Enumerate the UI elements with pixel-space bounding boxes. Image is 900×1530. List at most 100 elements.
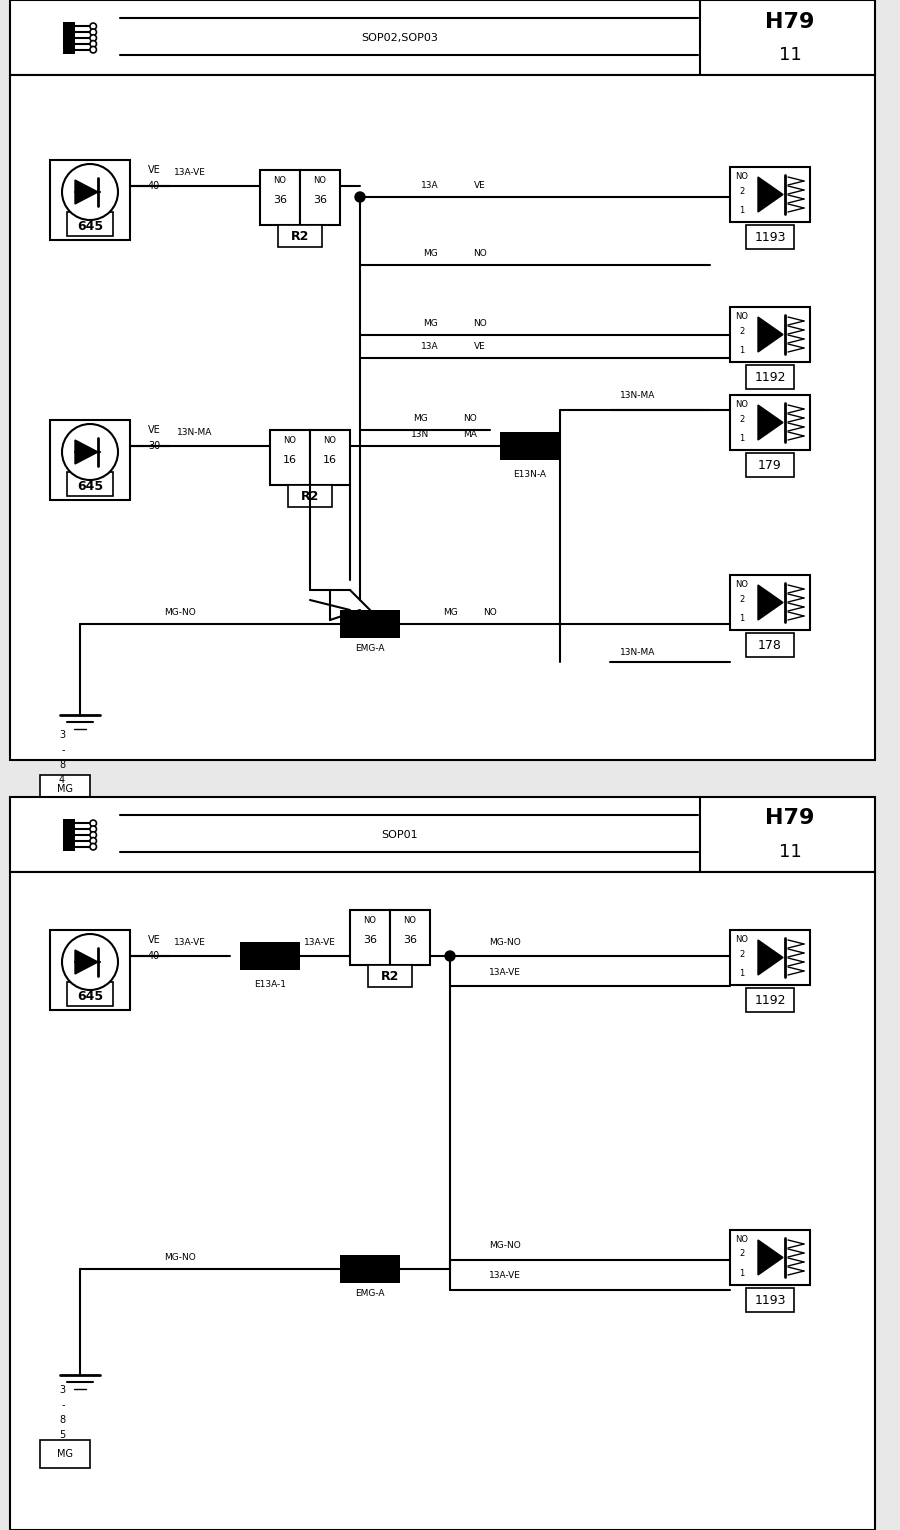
Text: 13N-MA: 13N-MA — [620, 390, 655, 399]
Bar — [340, 1255, 400, 1284]
Text: R2: R2 — [291, 230, 310, 242]
Text: 40: 40 — [148, 952, 160, 961]
Text: VE: VE — [474, 341, 486, 350]
Text: MG: MG — [412, 413, 427, 422]
Text: 1193: 1193 — [754, 231, 786, 243]
Polygon shape — [75, 950, 98, 975]
Bar — [10, 797, 875, 872]
Bar — [288, 485, 332, 506]
Text: E13A-1: E13A-1 — [254, 979, 286, 988]
Text: MA: MA — [464, 430, 477, 439]
Text: 13A-VE: 13A-VE — [174, 938, 206, 947]
Circle shape — [90, 832, 96, 838]
Circle shape — [62, 164, 118, 220]
Bar — [260, 170, 300, 225]
Text: 11: 11 — [778, 46, 801, 64]
Circle shape — [90, 29, 96, 35]
Polygon shape — [758, 584, 783, 620]
Text: MG: MG — [443, 607, 457, 617]
Text: 2: 2 — [740, 595, 744, 603]
Text: VE: VE — [474, 181, 486, 190]
Text: 1193: 1193 — [754, 1293, 786, 1307]
Text: 11: 11 — [778, 843, 801, 861]
Text: 179: 179 — [758, 459, 782, 471]
Bar — [63, 21, 75, 54]
Text: MG: MG — [423, 248, 437, 257]
Text: NO: NO — [735, 580, 749, 589]
Text: 2: 2 — [740, 187, 744, 196]
Text: MG: MG — [57, 1449, 73, 1460]
Bar — [730, 395, 810, 450]
Bar — [300, 170, 340, 225]
Text: H79: H79 — [765, 808, 814, 828]
Text: EMG-A: EMG-A — [356, 644, 385, 652]
Bar — [746, 225, 794, 249]
Text: 2: 2 — [740, 1250, 744, 1259]
Text: 4: 4 — [58, 776, 65, 785]
Circle shape — [62, 933, 118, 990]
Text: 178: 178 — [758, 638, 782, 652]
Circle shape — [90, 46, 96, 54]
Text: MG-NO: MG-NO — [164, 607, 196, 617]
Text: NO: NO — [735, 399, 749, 409]
Polygon shape — [758, 1239, 783, 1274]
Text: 36: 36 — [403, 935, 417, 946]
Text: NO: NO — [403, 915, 417, 924]
Text: -: - — [61, 745, 65, 754]
Text: VE: VE — [148, 165, 161, 174]
Polygon shape — [758, 405, 783, 441]
Text: 3: 3 — [58, 730, 65, 741]
Bar — [746, 633, 794, 656]
Circle shape — [445, 952, 455, 961]
Bar — [500, 431, 560, 461]
Text: NO: NO — [473, 248, 487, 257]
Text: NO: NO — [313, 176, 327, 185]
Bar — [10, 75, 875, 760]
Text: 1: 1 — [740, 614, 744, 623]
Text: 1192: 1192 — [754, 370, 786, 384]
Text: -: - — [61, 1400, 65, 1411]
Bar — [40, 1440, 90, 1467]
Bar — [50, 930, 130, 1010]
Circle shape — [355, 191, 365, 202]
Text: NO: NO — [735, 935, 749, 944]
Text: NO: NO — [274, 176, 286, 185]
Bar — [240, 942, 300, 970]
Text: 13A: 13A — [421, 341, 439, 350]
Text: 1: 1 — [740, 1268, 744, 1278]
Text: 36: 36 — [273, 194, 287, 205]
Bar — [270, 430, 310, 485]
Text: 1: 1 — [740, 433, 744, 442]
Text: VE: VE — [148, 935, 161, 946]
Bar — [730, 575, 810, 630]
Bar — [67, 471, 113, 496]
Bar — [350, 910, 390, 965]
Bar — [40, 776, 90, 803]
Text: 5: 5 — [58, 1431, 65, 1440]
Bar — [50, 161, 130, 240]
Text: 40: 40 — [148, 181, 160, 191]
Text: 13A-VE: 13A-VE — [489, 967, 521, 976]
Text: 2: 2 — [740, 415, 744, 424]
Text: 36: 36 — [313, 194, 327, 205]
Text: 13N: 13N — [411, 430, 429, 439]
Text: NO: NO — [735, 171, 749, 181]
Bar — [390, 910, 430, 965]
Bar — [746, 366, 794, 389]
Text: 13A-VE: 13A-VE — [304, 938, 336, 947]
Polygon shape — [758, 177, 783, 213]
Text: EMG-A: EMG-A — [356, 1288, 385, 1297]
Text: 13N-MA: 13N-MA — [620, 647, 655, 656]
Text: E13N-A: E13N-A — [514, 470, 546, 479]
Text: 16: 16 — [323, 454, 337, 465]
Text: 13A-VE: 13A-VE — [489, 1271, 521, 1281]
Text: MG: MG — [57, 783, 73, 794]
Bar — [746, 1288, 794, 1313]
Text: MG-NO: MG-NO — [489, 1241, 521, 1250]
Bar — [278, 225, 322, 246]
Text: 8: 8 — [58, 760, 65, 770]
Text: H79: H79 — [765, 12, 814, 32]
Circle shape — [90, 35, 96, 41]
Bar — [730, 1230, 810, 1285]
Text: NO: NO — [464, 413, 477, 422]
